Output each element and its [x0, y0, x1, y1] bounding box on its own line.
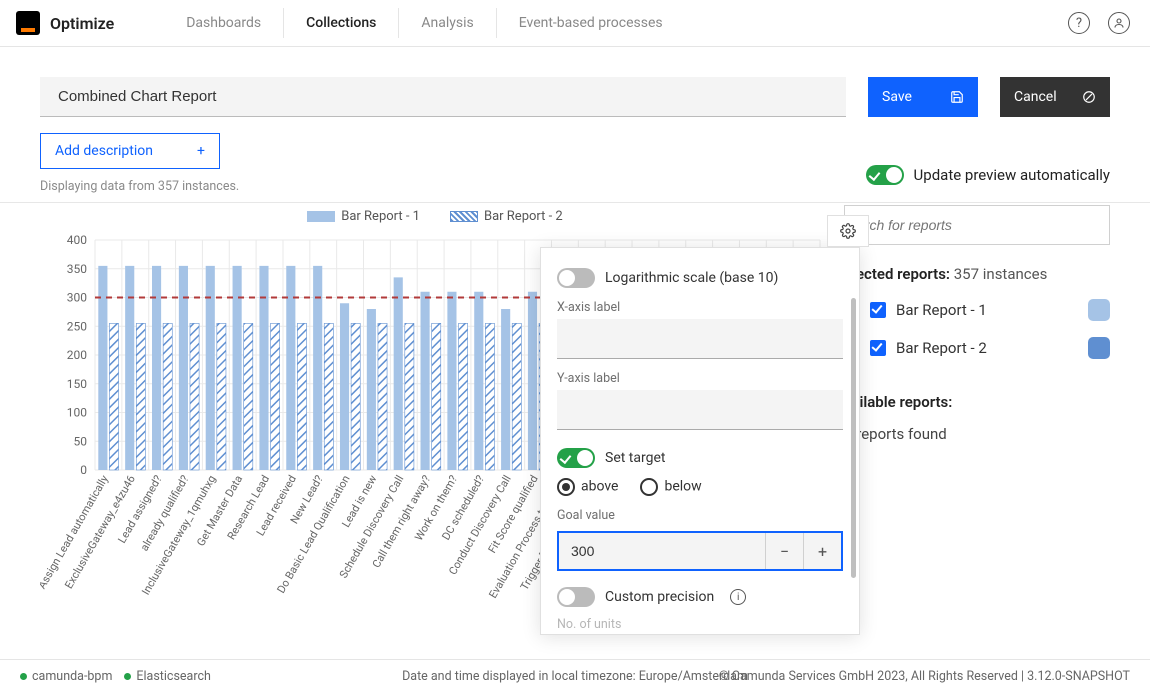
- svg-text:400: 400: [67, 233, 87, 247]
- target-radio-group: above below: [557, 478, 843, 496]
- set-target-label: Set target: [605, 450, 665, 466]
- report-item[interactable]: ⋮ Bar Report - 2: [844, 337, 1110, 359]
- svg-text:350: 350: [67, 262, 87, 276]
- svg-text:100: 100: [67, 406, 87, 420]
- log-scale-label: Logarithmic scale (base 10): [605, 270, 778, 286]
- report-color-swatch[interactable]: [1088, 299, 1110, 321]
- y-axis-label-input[interactable]: [557, 390, 843, 430]
- chart-legend: Bar Report - 1 Bar Report - 2: [40, 205, 830, 224]
- preview-toggle-row: Update preview automatically: [866, 165, 1110, 185]
- radio-above[interactable]: above: [557, 478, 618, 496]
- goal-value-input[interactable]: [559, 543, 765, 559]
- goal-value-input-wrap: − +: [557, 531, 843, 571]
- add-description-button[interactable]: Add description +: [40, 133, 220, 169]
- x-axis-field-label: X-axis label: [557, 300, 843, 315]
- info-icon[interactable]: i: [730, 589, 746, 605]
- preview-toggle[interactable]: [866, 165, 904, 185]
- nav-dashboards[interactable]: Dashboards: [164, 8, 284, 38]
- report-item[interactable]: ⋮ Bar Report - 1: [844, 299, 1110, 321]
- nav-analysis[interactable]: Analysis: [399, 8, 496, 38]
- goal-value-label: Goal value: [557, 508, 843, 523]
- available-reports-empty: o reports found: [844, 425, 1110, 443]
- svg-text:0: 0: [80, 463, 87, 477]
- svg-text:150: 150: [67, 377, 87, 391]
- footer-service-1: camunda-bpm: [32, 669, 112, 684]
- goal-value-decrement[interactable]: −: [765, 533, 803, 569]
- report-item-label: Bar Report - 2: [896, 339, 987, 357]
- user-icon[interactable]: [1108, 12, 1130, 34]
- save-icon: [950, 90, 964, 104]
- brand-logo: [16, 11, 40, 35]
- goal-value-increment[interactable]: +: [803, 533, 841, 569]
- cancel-icon: [1082, 90, 1096, 104]
- search-reports-input[interactable]: [844, 205, 1110, 245]
- action-bar: Save Cancel: [0, 47, 1150, 117]
- report-checkbox[interactable]: [870, 340, 886, 356]
- gear-icon: [840, 223, 856, 239]
- brand-name: Optimize: [50, 14, 114, 33]
- popover-scrollbar[interactable]: [851, 298, 856, 578]
- y-axis-field-label: Y-axis label: [557, 371, 843, 386]
- cancel-button[interactable]: Cancel: [1000, 77, 1110, 117]
- x-axis-label-input[interactable]: [557, 319, 843, 359]
- footer-service-2: Elasticsearch: [136, 669, 211, 684]
- plus-icon: +: [197, 143, 205, 159]
- footer-timezone: Date and time displayed in local timezon…: [402, 669, 748, 684]
- selected-reports-title: elected reports: 357 instances: [844, 265, 1110, 283]
- log-scale-toggle[interactable]: [557, 268, 595, 288]
- no-of-units-label: No. of units: [557, 617, 843, 632]
- top-nav: Dashboards Collections Analysis Event-ba…: [164, 8, 684, 38]
- cancel-button-label: Cancel: [1014, 89, 1057, 105]
- nav-event-based[interactable]: Event-based processes: [497, 8, 685, 38]
- status-dot: [124, 673, 131, 680]
- chart-settings-popover: Logarithmic scale (base 10) X-axis label…: [540, 247, 860, 635]
- preview-toggle-label: Update preview automatically: [914, 166, 1110, 184]
- selected-reports-count: 357 instances: [954, 265, 1048, 283]
- report-color-swatch[interactable]: [1088, 337, 1110, 359]
- available-reports-title: vailable reports:: [844, 393, 1110, 411]
- report-item-label: Bar Report - 1: [896, 301, 987, 319]
- chart-settings-button[interactable]: [827, 215, 869, 247]
- status-dot: [20, 673, 27, 680]
- save-button[interactable]: Save: [868, 77, 978, 117]
- footer-copyright: © Camunda Services GmbH 2023, All Rights…: [719, 669, 1130, 684]
- custom-precision-label: Custom precision: [605, 589, 714, 605]
- svg-text:50: 50: [74, 434, 88, 448]
- nav-collections[interactable]: Collections: [284, 8, 399, 38]
- save-button-label: Save: [882, 89, 912, 105]
- svg-text:250: 250: [67, 319, 87, 333]
- topbar: Optimize Dashboards Collections Analysis…: [0, 0, 1150, 47]
- set-target-toggle[interactable]: [557, 448, 595, 468]
- reports-pane: elected reports: 357 instances ⋮ Bar Rep…: [830, 205, 1110, 659]
- custom-precision-toggle[interactable]: [557, 587, 595, 607]
- report-checkbox[interactable]: [870, 302, 886, 318]
- report-title-input[interactable]: [40, 77, 846, 117]
- legend-1-label: Bar Report - 1: [341, 209, 420, 224]
- legend-2-label: Bar Report - 2: [484, 209, 563, 224]
- svg-text:200: 200: [67, 348, 87, 362]
- radio-below[interactable]: below: [640, 478, 701, 496]
- help-icon[interactable]: ?: [1068, 12, 1090, 34]
- add-description-label: Add description: [55, 143, 153, 159]
- svg-text:300: 300: [67, 291, 87, 305]
- footer: camunda-bpm Elasticsearch Date and time …: [0, 659, 1150, 693]
